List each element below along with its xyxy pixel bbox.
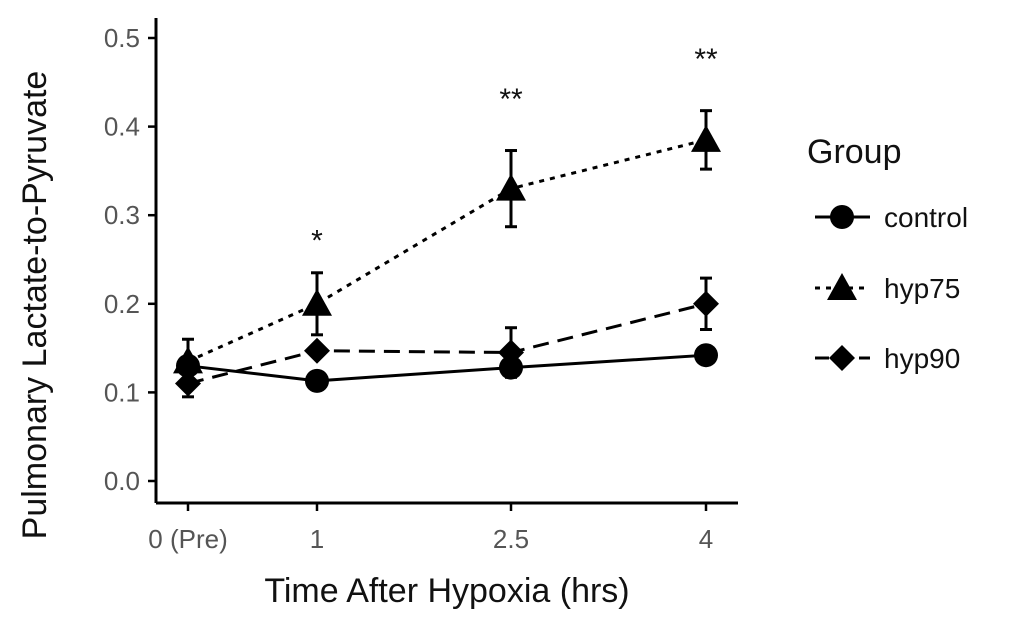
series-hyp75 [173, 111, 721, 384]
significance-label: ** [499, 83, 523, 116]
data-point-control [176, 354, 200, 378]
x-tick-label: 1 [310, 524, 324, 554]
legend-key-marker-control [830, 205, 854, 229]
y-axis-title: Pulmonary Lactate-to-Pyruvate [16, 71, 54, 540]
data-point-control [694, 343, 718, 367]
data-point-hyp75 [691, 125, 721, 152]
legend-key-marker-hyp90 [829, 345, 855, 371]
x-axis-title: Time After Hypoxia (hrs) [264, 572, 629, 610]
significance-label: * [311, 225, 323, 258]
x-tick-label: 2.5 [493, 524, 529, 554]
y-tick-label: 0.1 [104, 377, 140, 407]
x-tick-label: 0 (Pre) [148, 524, 227, 554]
axes: 0.0 0.1 0.2 0.3 0.4 0.5 0 (Pre) 1 2.5 4 Time After… [16, 18, 738, 610]
x-tick-label: 4 [699, 524, 713, 554]
y-tick-label: 0.2 [104, 289, 140, 319]
y-tick-label: 0.4 [104, 112, 140, 142]
plot-area [173, 111, 721, 397]
legend-label-hyp75: hyp75 [884, 273, 960, 304]
y-tick-label: 0.0 [104, 466, 140, 496]
data-point-hyp90 [693, 291, 719, 317]
legend-label-control: control [884, 202, 968, 233]
data-point-control [499, 356, 523, 380]
series-line-hyp75 [188, 140, 706, 362]
series-hyp90 [175, 278, 719, 397]
legend-title: Group [807, 133, 902, 171]
data-point-hyp90 [304, 338, 330, 364]
data-point-hyp75 [302, 289, 332, 316]
y-tick-label: 0.3 [104, 200, 140, 230]
significance-label: ** [694, 43, 718, 76]
chart: 0.0 0.1 0.2 0.3 0.4 0.5 0 (Pre) 1 2.5 4 Time After… [0, 0, 1023, 630]
data-point-control [305, 369, 329, 393]
legend: Group control hyp75 hyp90 [807, 133, 968, 374]
y-tick-label: 0.5 [104, 23, 140, 53]
legend-label-hyp90: hyp90 [884, 343, 960, 374]
series-line-control [188, 355, 706, 381]
